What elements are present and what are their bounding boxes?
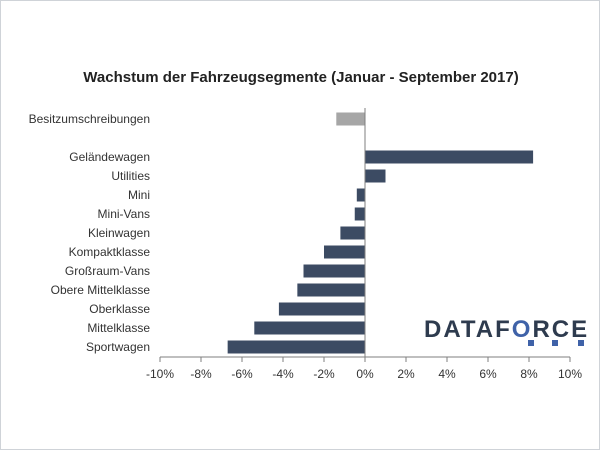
x-tick-label: -10% <box>146 367 174 381</box>
bar-mini <box>356 188 365 202</box>
logo-dot <box>578 340 584 346</box>
x-tick-label: -8% <box>190 367 212 381</box>
logo-text-main: DATAF <box>424 316 512 343</box>
bar-besitzumschreibungen <box>336 112 365 126</box>
x-tick-label: -2% <box>313 367 335 381</box>
bar-großraum-vans <box>303 264 365 278</box>
x-tick-label: 10% <box>558 367 582 381</box>
category-label: Mittelklasse <box>87 321 150 335</box>
logo-dot <box>552 340 558 346</box>
category-label: Großraum-Vans <box>65 264 150 278</box>
category-label: Mini <box>128 188 150 202</box>
bar-utilities <box>365 169 386 183</box>
x-tick-label: 2% <box>397 367 415 381</box>
x-tick-label: -4% <box>272 367 294 381</box>
bar-oberklasse <box>278 302 365 316</box>
x-tick-label: 0% <box>356 367 374 381</box>
category-label: Kompaktklasse <box>69 245 151 259</box>
bar-sportwagen <box>227 340 365 354</box>
logo-dot <box>528 340 534 346</box>
bar-kleinwagen <box>340 226 365 240</box>
category-label: Besitzumschreibungen <box>29 112 150 126</box>
x-tick-label: -6% <box>231 367 253 381</box>
bar-mittelklasse <box>254 321 365 335</box>
category-label: Utilities <box>111 169 150 183</box>
x-tick-label: 4% <box>438 367 456 381</box>
chart-title: Wachstum der Fahrzeugsegmente (Januar - … <box>83 69 519 86</box>
logo-text-accent: O <box>511 316 533 343</box>
category-label: Kleinwagen <box>88 226 150 240</box>
bar-obere-mittelklasse <box>297 283 365 297</box>
logo-text-tail: RCE <box>532 316 590 343</box>
category-label: Mini-Vans <box>98 207 150 221</box>
x-tick-label: 6% <box>479 367 497 381</box>
bar-mini-vans <box>354 207 365 221</box>
category-label: Sportwagen <box>86 340 150 354</box>
x-tick-label: 8% <box>520 367 538 381</box>
dataforce-logo: DATAFORCE <box>424 316 589 344</box>
bar-kompaktklasse <box>324 245 365 259</box>
category-label: Geländewagen <box>69 150 150 164</box>
category-label: Oberklasse <box>89 302 150 316</box>
bar-geländewagen <box>365 150 534 164</box>
category-label: Obere Mittelklasse <box>51 283 151 297</box>
